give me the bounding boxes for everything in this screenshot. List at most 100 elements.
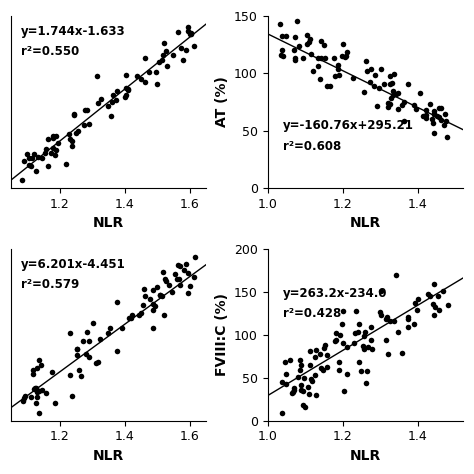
Point — [278, 32, 285, 40]
Point — [82, 106, 89, 114]
Point — [282, 380, 290, 387]
Point — [309, 377, 316, 385]
Point — [307, 361, 314, 369]
Point — [305, 390, 312, 398]
Point — [422, 106, 430, 114]
Point — [430, 129, 438, 137]
Point — [67, 329, 74, 337]
Point — [184, 27, 191, 35]
Point — [360, 345, 368, 352]
Point — [95, 358, 102, 366]
Y-axis label: AT (%): AT (%) — [215, 76, 228, 128]
Point — [394, 105, 402, 113]
Point — [377, 288, 384, 295]
Point — [52, 132, 60, 140]
Point — [419, 112, 427, 120]
Point — [430, 280, 438, 287]
Point — [27, 162, 35, 170]
Point — [114, 347, 121, 355]
Point — [21, 392, 29, 400]
Point — [34, 153, 42, 160]
Point — [290, 46, 297, 54]
Point — [317, 364, 325, 372]
Point — [293, 17, 301, 25]
Point — [277, 51, 284, 59]
Point — [371, 71, 379, 79]
Point — [384, 351, 392, 358]
Point — [55, 139, 62, 147]
Point — [336, 71, 343, 79]
Point — [359, 343, 366, 350]
Point — [291, 387, 298, 394]
Point — [175, 275, 183, 283]
Point — [184, 289, 191, 297]
Point — [350, 339, 357, 346]
Point — [85, 353, 92, 361]
Point — [404, 313, 412, 321]
Point — [156, 291, 164, 299]
Point — [85, 121, 93, 128]
Point — [362, 57, 370, 64]
Point — [42, 149, 49, 157]
Point — [123, 72, 130, 79]
Point — [80, 121, 87, 128]
Point — [69, 392, 76, 400]
Point — [384, 99, 392, 107]
Point — [295, 42, 302, 50]
Point — [73, 345, 81, 353]
Point — [288, 390, 296, 397]
Text: r²=0.428: r²=0.428 — [283, 307, 342, 320]
Point — [173, 275, 181, 283]
Text: y=-160.76x+295.21: y=-160.76x+295.21 — [283, 119, 414, 132]
Point — [118, 324, 126, 331]
Point — [32, 400, 39, 407]
Point — [160, 39, 168, 47]
X-axis label: NLR: NLR — [93, 216, 124, 230]
Point — [29, 366, 37, 374]
Point — [305, 38, 313, 46]
Point — [73, 346, 81, 353]
Point — [25, 161, 33, 169]
Point — [414, 295, 422, 302]
Point — [42, 145, 49, 153]
Point — [303, 31, 310, 39]
Point — [413, 306, 421, 313]
Point — [292, 57, 299, 64]
Point — [162, 277, 170, 285]
Point — [422, 111, 429, 118]
Point — [442, 117, 450, 124]
Point — [149, 306, 156, 313]
Point — [317, 350, 324, 357]
Point — [389, 88, 396, 95]
Point — [104, 329, 111, 337]
Point — [404, 324, 411, 331]
Point — [316, 75, 324, 82]
Point — [38, 386, 46, 393]
Point — [378, 311, 385, 319]
Point — [113, 87, 121, 94]
X-axis label: NLR: NLR — [350, 449, 381, 463]
Point — [169, 51, 177, 59]
Point — [387, 73, 394, 80]
Point — [367, 337, 374, 344]
Point — [321, 54, 328, 61]
Point — [436, 104, 443, 111]
Point — [298, 361, 305, 368]
Point — [159, 268, 166, 275]
Point — [349, 74, 357, 82]
Point — [335, 366, 343, 374]
Point — [48, 368, 56, 376]
Text: r²=0.579: r²=0.579 — [21, 278, 79, 291]
Point — [357, 367, 365, 374]
Point — [343, 371, 350, 378]
Point — [370, 82, 377, 90]
Point — [374, 102, 381, 110]
Point — [368, 345, 375, 353]
Point — [134, 72, 141, 79]
Point — [162, 275, 169, 283]
Point — [314, 54, 322, 62]
Point — [19, 397, 27, 404]
Point — [155, 58, 163, 65]
Point — [301, 403, 309, 411]
Point — [330, 55, 338, 62]
